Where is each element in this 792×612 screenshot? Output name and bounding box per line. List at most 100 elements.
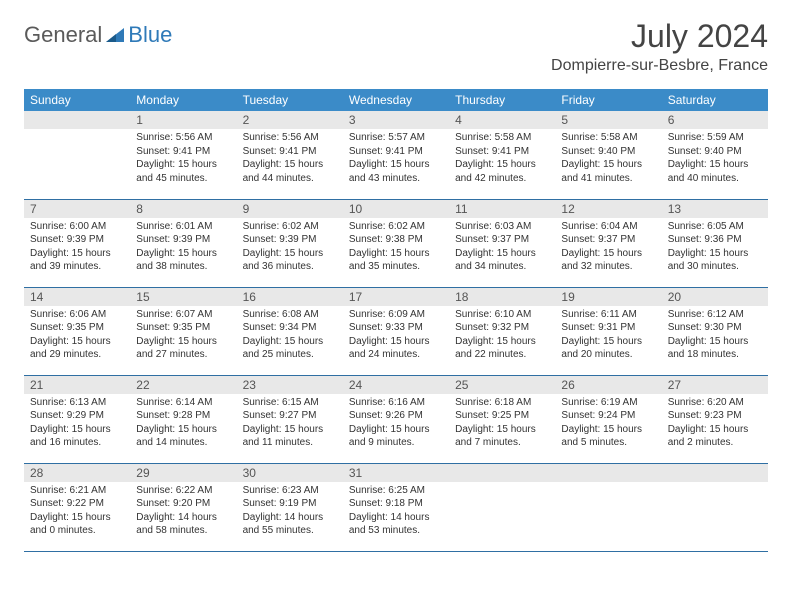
day-content: Sunrise: 6:25 AMSunset: 9:18 PMDaylight:… [343,482,449,542]
calendar-header-row: SundayMondayTuesdayWednesdayThursdayFrid… [24,89,768,111]
sunset-text: Sunset: 9:39 PM [30,233,124,247]
calendar-day-cell: 26Sunrise: 6:19 AMSunset: 9:24 PMDayligh… [555,375,661,463]
sunset-text: Sunset: 9:39 PM [243,233,337,247]
daylight-text: Daylight: 14 hours and 53 minutes. [349,511,443,538]
sunrise-text: Sunrise: 6:16 AM [349,396,443,410]
calendar-day-cell [555,463,661,551]
daylight-text: Daylight: 15 hours and 30 minutes. [668,247,762,274]
sunrise-text: Sunrise: 5:59 AM [668,131,762,145]
sunset-text: Sunset: 9:38 PM [349,233,443,247]
weekday-header: Thursday [449,89,555,111]
calendar-day-cell: 11Sunrise: 6:03 AMSunset: 9:37 PMDayligh… [449,199,555,287]
day-number: 3 [343,111,449,129]
day-content: Sunrise: 6:02 AMSunset: 9:39 PMDaylight:… [237,218,343,278]
calendar-day-cell [449,463,555,551]
logo: General Blue [24,22,172,48]
calendar-day-cell: 16Sunrise: 6:08 AMSunset: 9:34 PMDayligh… [237,287,343,375]
day-content: Sunrise: 5:56 AMSunset: 9:41 PMDaylight:… [237,129,343,189]
sunrise-text: Sunrise: 6:19 AM [561,396,655,410]
day-content: Sunrise: 5:58 AMSunset: 9:40 PMDaylight:… [555,129,661,189]
day-number: 6 [662,111,768,129]
day-number: 23 [237,376,343,394]
sunrise-text: Sunrise: 5:57 AM [349,131,443,145]
sunset-text: Sunset: 9:25 PM [455,409,549,423]
calendar-week-row: 14Sunrise: 6:06 AMSunset: 9:35 PMDayligh… [24,287,768,375]
daylight-text: Daylight: 15 hours and 35 minutes. [349,247,443,274]
sunset-text: Sunset: 9:35 PM [136,321,230,335]
day-content: Sunrise: 6:08 AMSunset: 9:34 PMDaylight:… [237,306,343,366]
day-content: Sunrise: 6:20 AMSunset: 9:23 PMDaylight:… [662,394,768,454]
weekday-header: Monday [130,89,236,111]
sunrise-text: Sunrise: 6:03 AM [455,220,549,234]
calendar-day-cell: 14Sunrise: 6:06 AMSunset: 9:35 PMDayligh… [24,287,130,375]
calendar-table: SundayMondayTuesdayWednesdayThursdayFrid… [24,89,768,552]
daylight-text: Daylight: 14 hours and 55 minutes. [243,511,337,538]
sunrise-text: Sunrise: 6:05 AM [668,220,762,234]
sunrise-text: Sunrise: 6:14 AM [136,396,230,410]
day-number [662,464,768,482]
sunset-text: Sunset: 9:35 PM [30,321,124,335]
day-content: Sunrise: 6:21 AMSunset: 9:22 PMDaylight:… [24,482,130,542]
sunrise-text: Sunrise: 6:15 AM [243,396,337,410]
calendar-day-cell: 22Sunrise: 6:14 AMSunset: 9:28 PMDayligh… [130,375,236,463]
sunrise-text: Sunrise: 6:21 AM [30,484,124,498]
day-content [449,482,555,542]
sunrise-text: Sunrise: 5:58 AM [561,131,655,145]
sunrise-text: Sunrise: 6:00 AM [30,220,124,234]
sunset-text: Sunset: 9:34 PM [243,321,337,335]
sunset-text: Sunset: 9:33 PM [349,321,443,335]
calendar-day-cell: 6Sunrise: 5:59 AMSunset: 9:40 PMDaylight… [662,111,768,199]
sunrise-text: Sunrise: 6:13 AM [30,396,124,410]
daylight-text: Daylight: 15 hours and 44 minutes. [243,158,337,185]
day-number: 17 [343,288,449,306]
logo-text-blue: Blue [128,22,172,48]
day-number: 28 [24,464,130,482]
day-number: 8 [130,200,236,218]
day-content: Sunrise: 6:15 AMSunset: 9:27 PMDaylight:… [237,394,343,454]
calendar-day-cell: 15Sunrise: 6:07 AMSunset: 9:35 PMDayligh… [130,287,236,375]
day-number: 13 [662,200,768,218]
calendar-day-cell: 5Sunrise: 5:58 AMSunset: 9:40 PMDaylight… [555,111,661,199]
day-content: Sunrise: 6:12 AMSunset: 9:30 PMDaylight:… [662,306,768,366]
day-number: 18 [449,288,555,306]
sunset-text: Sunset: 9:18 PM [349,497,443,511]
day-number: 22 [130,376,236,394]
calendar-day-cell [662,463,768,551]
day-number: 10 [343,200,449,218]
day-content: Sunrise: 6:10 AMSunset: 9:32 PMDaylight:… [449,306,555,366]
sunset-text: Sunset: 9:40 PM [561,145,655,159]
sunrise-text: Sunrise: 6:12 AM [668,308,762,322]
daylight-text: Daylight: 15 hours and 0 minutes. [30,511,124,538]
daylight-text: Daylight: 15 hours and 14 minutes. [136,423,230,450]
day-number: 19 [555,288,661,306]
calendar-day-cell: 24Sunrise: 6:16 AMSunset: 9:26 PMDayligh… [343,375,449,463]
calendar-body: 1Sunrise: 5:56 AMSunset: 9:41 PMDaylight… [24,111,768,551]
day-content: Sunrise: 6:13 AMSunset: 9:29 PMDaylight:… [24,394,130,454]
day-number: 4 [449,111,555,129]
logo-text-general: General [24,22,102,48]
day-number: 7 [24,200,130,218]
daylight-text: Daylight: 15 hours and 36 minutes. [243,247,337,274]
calendar-day-cell: 8Sunrise: 6:01 AMSunset: 9:39 PMDaylight… [130,199,236,287]
sunrise-text: Sunrise: 6:01 AM [136,220,230,234]
sunrise-text: Sunrise: 5:56 AM [243,131,337,145]
sunset-text: Sunset: 9:27 PM [243,409,337,423]
day-content: Sunrise: 5:56 AMSunset: 9:41 PMDaylight:… [130,129,236,189]
sunrise-text: Sunrise: 6:20 AM [668,396,762,410]
calendar-day-cell: 25Sunrise: 6:18 AMSunset: 9:25 PMDayligh… [449,375,555,463]
day-number: 12 [555,200,661,218]
sunset-text: Sunset: 9:31 PM [561,321,655,335]
calendar-day-cell: 27Sunrise: 6:20 AMSunset: 9:23 PMDayligh… [662,375,768,463]
day-content [555,482,661,542]
sunrise-text: Sunrise: 6:02 AM [349,220,443,234]
sunrise-text: Sunrise: 6:22 AM [136,484,230,498]
day-content: Sunrise: 5:58 AMSunset: 9:41 PMDaylight:… [449,129,555,189]
day-number: 31 [343,464,449,482]
calendar-day-cell: 18Sunrise: 6:10 AMSunset: 9:32 PMDayligh… [449,287,555,375]
sunset-text: Sunset: 9:41 PM [243,145,337,159]
day-number: 21 [24,376,130,394]
day-number: 24 [343,376,449,394]
calendar-day-cell: 12Sunrise: 6:04 AMSunset: 9:37 PMDayligh… [555,199,661,287]
sunrise-text: Sunrise: 6:11 AM [561,308,655,322]
logo-sail-icon [104,26,126,44]
